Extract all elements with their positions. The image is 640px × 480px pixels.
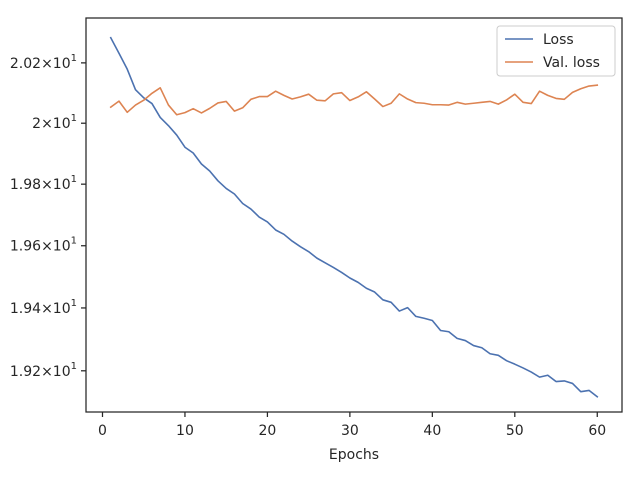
- legend-label: Val. loss: [543, 55, 600, 71]
- x-tick-label: 20: [259, 423, 277, 439]
- y-tick-label: 1.98×101: [10, 174, 77, 193]
- x-tick-label: 30: [341, 423, 359, 439]
- y-tick-label: 2×101: [32, 113, 77, 132]
- y-tick-label: 1.92×101: [10, 361, 77, 380]
- y-tick-label: 2.02×101: [10, 53, 77, 72]
- series-layer: [109, 36, 599, 398]
- legend: Loss Val. loss: [496, 25, 616, 77]
- y-tick-label: 1.96×101: [10, 236, 77, 255]
- plot-frame: [85, 17, 623, 413]
- series-line-loss: [109, 36, 599, 398]
- x-axis-label: Epochs: [329, 447, 379, 463]
- y-tick-label: 1.94×101: [10, 298, 77, 317]
- x-axis: 0 10 20 30 40 50 60: [98, 412, 606, 439]
- y-axis: 1.92×101 1.94×101 1.96×101 1.98×101 2×101 2.0…: [10, 53, 86, 380]
- legend-label: Loss: [543, 32, 574, 48]
- x-tick-label: 0: [98, 423, 107, 439]
- x-tick-label: 50: [506, 423, 524, 439]
- x-tick-label: 40: [423, 423, 441, 439]
- series-line-val-loss: [109, 84, 599, 116]
- x-tick-label: 60: [588, 423, 606, 439]
- x-tick-label: 10: [176, 423, 194, 439]
